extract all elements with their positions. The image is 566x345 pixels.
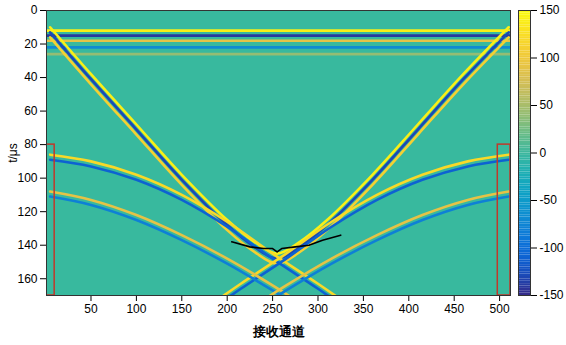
svg-text:-100: -100 [540, 241, 564, 255]
svg-text:120: 120 [17, 205, 37, 219]
svg-text:t/μs: t/μs [6, 143, 20, 163]
svg-text:20: 20 [24, 37, 38, 51]
svg-text:100: 100 [17, 171, 37, 185]
svg-text:40: 40 [24, 70, 38, 84]
svg-text:200: 200 [217, 302, 237, 316]
svg-text:100: 100 [126, 302, 146, 316]
svg-text:100: 100 [540, 51, 560, 65]
svg-text:250: 250 [263, 302, 283, 316]
svg-text:150: 150 [540, 3, 560, 17]
svg-text:300: 300 [308, 302, 328, 316]
svg-text:50: 50 [84, 302, 98, 316]
svg-text:350: 350 [353, 302, 373, 316]
svg-text:400: 400 [399, 302, 419, 316]
svg-text:0: 0 [31, 3, 38, 17]
svg-text:150: 150 [172, 302, 192, 316]
svg-text:接收通道: 接收通道 [252, 324, 306, 339]
svg-text:500: 500 [490, 302, 510, 316]
svg-text:140: 140 [17, 238, 37, 252]
svg-text:80: 80 [24, 137, 38, 151]
svg-text:160: 160 [17, 272, 37, 286]
svg-text:0: 0 [540, 146, 547, 160]
svg-text:60: 60 [24, 104, 38, 118]
svg-text:-50: -50 [540, 193, 558, 207]
svg-text:-150: -150 [540, 288, 564, 302]
svg-text:50: 50 [540, 98, 554, 112]
svg-text:450: 450 [444, 302, 464, 316]
